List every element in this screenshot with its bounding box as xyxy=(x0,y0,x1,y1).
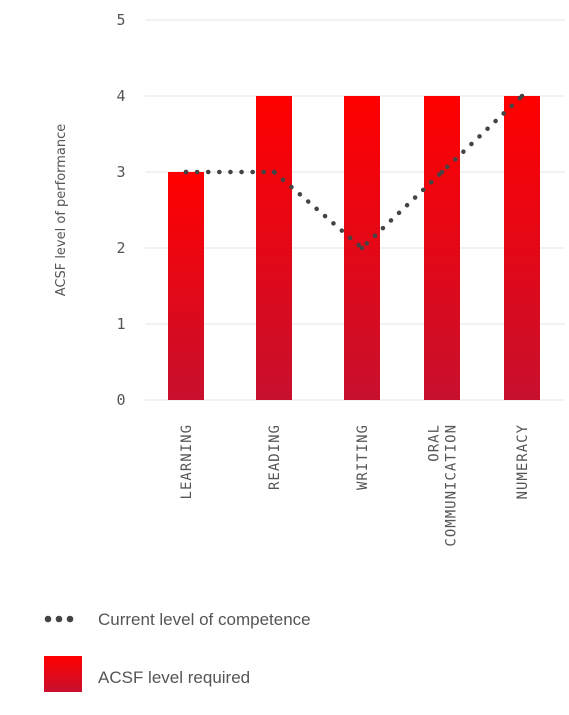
legend-dot xyxy=(55,615,63,623)
competence-point xyxy=(183,169,189,175)
bar xyxy=(168,172,204,400)
legend-label-required: ACSF level required xyxy=(98,668,250,687)
category-label: ORAL xyxy=(427,424,443,462)
legend-label-competence: Current level of competence xyxy=(98,610,311,629)
y-tick-label: 5 xyxy=(116,11,125,29)
competence-point xyxy=(439,169,445,175)
y-tick-label: 1 xyxy=(116,315,125,333)
category-label: COMMUNICATION xyxy=(444,424,460,547)
category-label: READING xyxy=(267,424,283,490)
legend-dot xyxy=(44,615,52,623)
y-tick-labels: 0 1 2 3 4 5 xyxy=(116,11,125,409)
legend-item-competence: Current level of competence xyxy=(44,610,311,629)
legend-item-required: ACSF level required xyxy=(44,656,250,692)
category-labels: LEARNING READING WRITING ORAL COMMUNICATION N… xyxy=(179,424,531,547)
y-tick-label: 4 xyxy=(116,87,125,105)
y-axis-title: ACSF level of performance xyxy=(54,124,69,297)
bar xyxy=(424,96,460,400)
legend-swatch xyxy=(44,656,82,692)
category-label: LEARNING xyxy=(179,424,195,499)
bar xyxy=(256,96,292,400)
competence-point xyxy=(519,93,525,99)
category-label: WRITING xyxy=(355,424,371,490)
y-tick-label: 3 xyxy=(116,163,125,181)
y-tick-label: 0 xyxy=(116,391,125,409)
category-label: NUMERACY xyxy=(515,424,531,499)
bar xyxy=(504,96,540,400)
competence-point xyxy=(359,245,365,251)
legend-dot xyxy=(66,615,74,623)
legend: Current level of competence ACSF level r… xyxy=(44,610,311,692)
y-tick-label: 2 xyxy=(116,239,125,257)
competence-line xyxy=(183,93,525,251)
competence-point xyxy=(271,169,277,175)
